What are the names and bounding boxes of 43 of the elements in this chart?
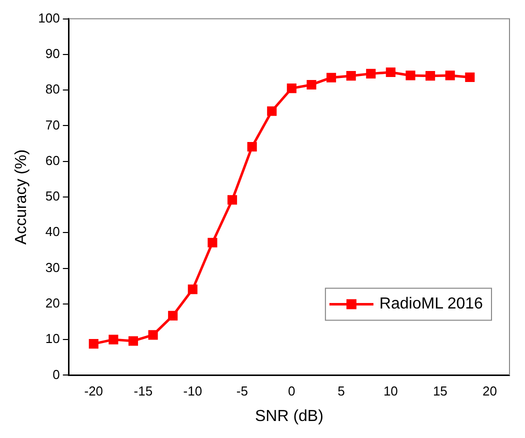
- point: [128, 336, 138, 346]
- point: [286, 84, 296, 94]
- point: [208, 238, 218, 248]
- y-axis-title: Accuracy (%): [13, 149, 30, 245]
- y-tick-label: 40: [45, 224, 60, 240]
- point: [247, 142, 257, 152]
- point: [465, 72, 475, 82]
- point: [267, 106, 277, 116]
- y-tick-label: 30: [45, 260, 60, 275]
- y-tick-label: 60: [45, 152, 60, 168]
- x-tick-label: -20: [84, 384, 104, 399]
- x-axis-title: SNR (dB): [254, 408, 324, 425]
- point: [366, 68, 376, 78]
- point: [445, 70, 455, 80]
- y-tick-label: 10: [45, 331, 60, 346]
- y-tick-label: 100: [38, 10, 60, 26]
- legend-label: RadioML 2016: [379, 296, 484, 313]
- x-tick-label: 0: [288, 384, 296, 399]
- point: [188, 284, 198, 294]
- x-tick-label: 10: [383, 384, 398, 399]
- point: [148, 330, 158, 340]
- x-tick-label: -5: [236, 384, 248, 399]
- point: [108, 334, 118, 344]
- y-tick-label: 70: [45, 117, 60, 132]
- point: [227, 195, 238, 205]
- y-tick-label: 80: [45, 82, 60, 97]
- x-tick-label: 5: [338, 384, 345, 399]
- x-tick-label: 15: [432, 384, 448, 399]
- y-tick-label: 50: [45, 188, 60, 204]
- point: [386, 67, 396, 78]
- point: [406, 70, 416, 80]
- point: [168, 310, 178, 320]
- x-tick-label: -10: [183, 384, 202, 399]
- point: [346, 71, 356, 81]
- point: [88, 339, 98, 349]
- y-tick-label: 0: [52, 366, 60, 382]
- x-tick-label: 20: [482, 384, 497, 399]
- x-tick-label: -15: [134, 384, 153, 399]
- y-tick-label: 20: [45, 296, 60, 310]
- point: [306, 80, 316, 90]
- y-tick-label: 90: [45, 46, 60, 62]
- point: [426, 71, 436, 81]
- point: [326, 72, 336, 82]
